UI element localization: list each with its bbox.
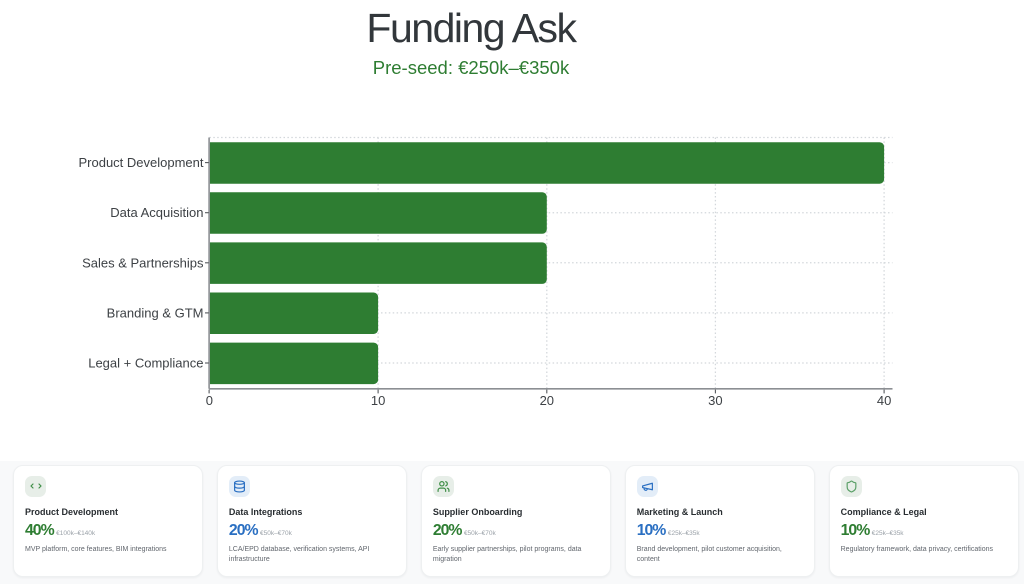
svg-text:Branding & GTM: Branding & GTM — [107, 305, 204, 320]
svg-text:Sales & Partnerships: Sales & Partnerships — [82, 255, 204, 270]
svg-text:Legal + Compliance: Legal + Compliance — [88, 356, 203, 371]
svg-text:Product Development: Product Development — [78, 155, 203, 170]
svg-text:10: 10 — [371, 393, 385, 408]
svg-text:20: 20 — [540, 393, 554, 408]
svg-text:40: 40 — [877, 393, 891, 408]
svg-text:30: 30 — [708, 393, 722, 408]
svg-text:0: 0 — [206, 393, 213, 408]
svg-text:Data Acquisition: Data Acquisition — [110, 205, 203, 220]
